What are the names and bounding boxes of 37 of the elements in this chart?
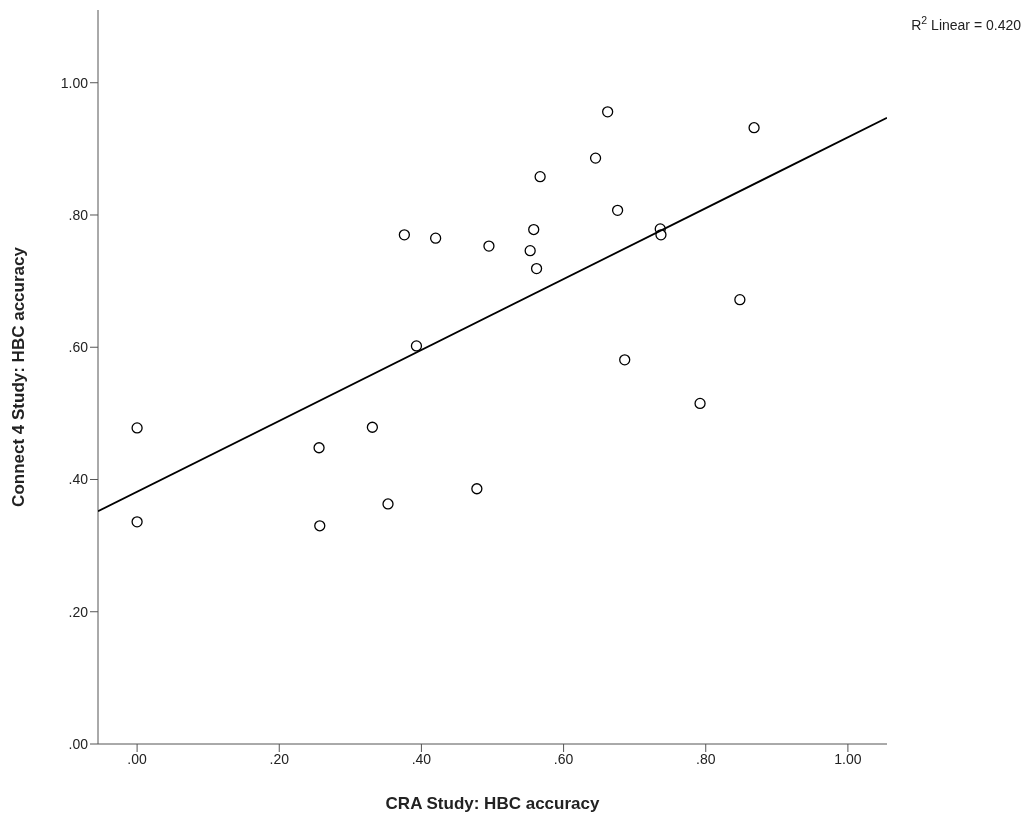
point — [471, 483, 483, 495]
point — [313, 442, 325, 454]
point — [314, 520, 326, 532]
point — [366, 421, 379, 433]
point — [734, 293, 746, 306]
point — [589, 152, 602, 164]
y-axis-title: Connect 4 Study: HBC accuracy — [9, 246, 29, 507]
point — [382, 498, 394, 510]
point — [429, 232, 442, 244]
point — [748, 122, 760, 134]
x-axis-title: CRA Study: HBC accuracy — [385, 794, 600, 813]
point — [398, 229, 411, 241]
point — [524, 245, 536, 257]
y-tick-label: .80 — [68, 206, 89, 223]
x-tick-label: .80 — [696, 750, 716, 767]
y-tick-label: .60 — [68, 339, 89, 356]
point — [528, 223, 540, 236]
y-tick-label: .00 — [68, 735, 89, 752]
point — [131, 422, 143, 434]
x-tick-label: 1.00 — [834, 750, 862, 767]
point — [530, 262, 543, 275]
x-tick-label: .60 — [553, 750, 574, 767]
point — [602, 106, 614, 118]
y-tick-label: 1.00 — [60, 74, 89, 91]
y-tick-label: .20 — [68, 603, 89, 620]
x-tick-label: .00 — [127, 750, 148, 767]
y-tick-label: .40 — [68, 471, 89, 488]
point — [131, 516, 143, 528]
point — [619, 354, 631, 366]
point — [410, 340, 423, 352]
point — [534, 170, 546, 183]
point — [611, 204, 624, 217]
point — [694, 397, 706, 410]
x-tick-label: .20 — [269, 750, 290, 767]
text: R$^{2}$ Linear = 0.420 — [911, 14, 1022, 33]
point — [483, 240, 495, 252]
x-tick-label: .40 — [411, 750, 432, 767]
